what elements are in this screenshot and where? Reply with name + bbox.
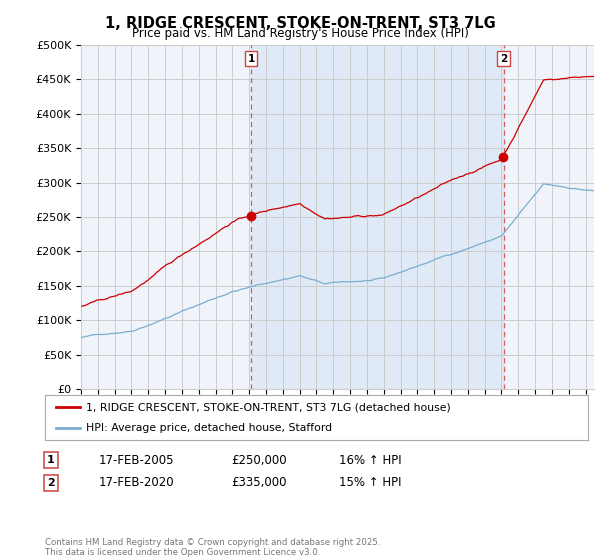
Text: HPI: Average price, detached house, Stafford: HPI: Average price, detached house, Staf…: [86, 423, 332, 433]
Text: £250,000: £250,000: [231, 454, 287, 467]
Text: Contains HM Land Registry data © Crown copyright and database right 2025.
This d: Contains HM Land Registry data © Crown c…: [45, 538, 380, 557]
Text: £335,000: £335,000: [231, 476, 287, 489]
Text: 2: 2: [47, 478, 55, 488]
Text: 1: 1: [47, 455, 55, 465]
Text: 15% ↑ HPI: 15% ↑ HPI: [339, 476, 401, 489]
Text: 1, RIDGE CRESCENT, STOKE-ON-TRENT, ST3 7LG: 1, RIDGE CRESCENT, STOKE-ON-TRENT, ST3 7…: [104, 16, 496, 31]
Text: 17-FEB-2020: 17-FEB-2020: [99, 476, 175, 489]
Text: 1: 1: [248, 54, 255, 64]
Bar: [251, 45, 503, 389]
Text: 17-FEB-2005: 17-FEB-2005: [99, 454, 175, 467]
Text: Price paid vs. HM Land Registry's House Price Index (HPI): Price paid vs. HM Land Registry's House …: [131, 27, 469, 40]
Text: 16% ↑ HPI: 16% ↑ HPI: [339, 454, 401, 467]
Text: 2: 2: [500, 54, 507, 64]
Text: 1, RIDGE CRESCENT, STOKE-ON-TRENT, ST3 7LG (detached house): 1, RIDGE CRESCENT, STOKE-ON-TRENT, ST3 7…: [86, 402, 451, 412]
